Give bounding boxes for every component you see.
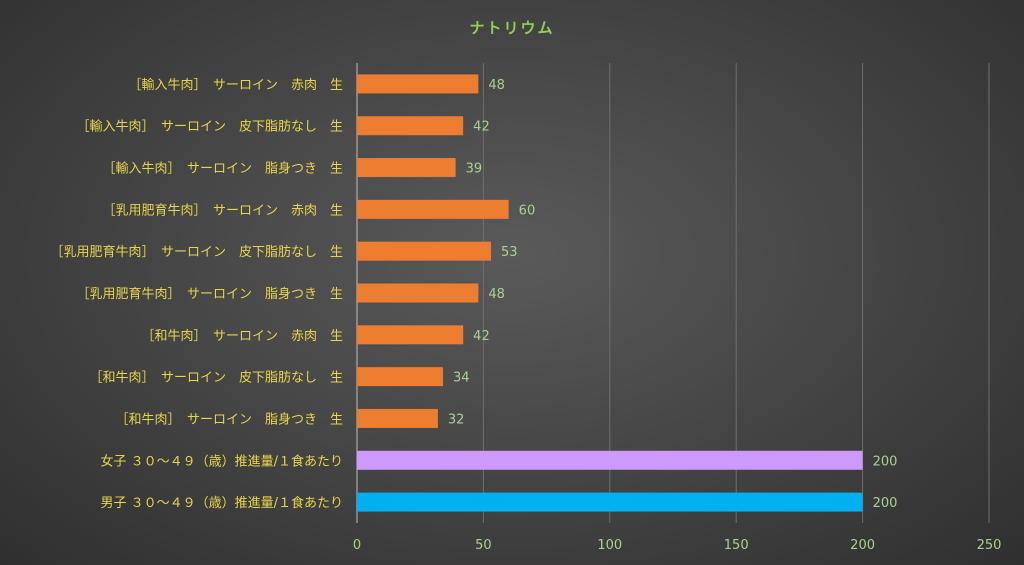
x-tick-label: 150 xyxy=(724,538,749,553)
bar xyxy=(357,367,443,387)
data-label: 200 xyxy=(873,496,898,511)
category-label: ［輸入牛肉］ サーロイン 脂身つき 生 xyxy=(102,161,343,177)
x-tick-label: 0 xyxy=(353,538,361,553)
data-label: 34 xyxy=(453,371,470,386)
bar xyxy=(357,241,491,261)
data-label: 48 xyxy=(488,287,505,302)
chart-title: ナトリウム xyxy=(469,19,554,37)
data-label: 60 xyxy=(519,203,536,218)
category-label: ［和牛肉］ サーロイン 皮下脂肪なし 生 xyxy=(89,370,343,386)
data-label: 32 xyxy=(448,412,465,427)
category-label: ［乳用肥育牛肉］ サーロイン 脂身つき 生 xyxy=(76,286,343,302)
category-label: ［和牛肉］ サーロイン 赤肉 生 xyxy=(141,329,343,344)
bar xyxy=(357,325,464,345)
data-label: 48 xyxy=(488,78,505,93)
bar xyxy=(357,450,863,470)
bar xyxy=(357,283,479,303)
category-label: ［輸入牛肉］ サーロイン 皮下脂肪なし 生 xyxy=(76,119,343,135)
category-label: ［乳用肥育牛肉］ サーロイン 赤肉 生 xyxy=(102,202,343,218)
bar xyxy=(357,158,456,178)
bars xyxy=(357,74,863,512)
category-label: ［和牛肉］ サーロイン 脂身つき 生 xyxy=(115,411,343,427)
data-label: 42 xyxy=(473,329,490,344)
category-label: 女子 ３０～４９（歳）推進量/１食あたり xyxy=(100,453,343,469)
bar xyxy=(357,74,479,94)
data-label: 39 xyxy=(466,162,483,177)
bar xyxy=(357,199,509,219)
data-label: 200 xyxy=(873,454,898,469)
x-tick-label: 50 xyxy=(475,538,492,553)
category-label: 男子 ３０～４９（歳）推進量/１食あたり xyxy=(100,495,343,511)
x-tick-label: 250 xyxy=(977,538,1002,553)
x-tick-label: 200 xyxy=(850,538,875,553)
bar xyxy=(357,408,438,428)
labels: 0 50 100 150 200 250 ［輸入牛肉］ サーロイン 赤肉 生 48 ［輸入牛肉］… xyxy=(50,78,1001,553)
data-label: 53 xyxy=(501,245,518,260)
data-label: 42 xyxy=(473,120,490,135)
category-label: ［輸入牛肉］ サーロイン 赤肉 生 xyxy=(128,78,343,93)
bar xyxy=(357,492,863,512)
bar xyxy=(357,116,464,136)
x-tick-label: 100 xyxy=(597,538,622,553)
category-label: ［乳用肥育牛肉］ サーロイン 皮下脂肪なし 生 xyxy=(50,244,343,260)
